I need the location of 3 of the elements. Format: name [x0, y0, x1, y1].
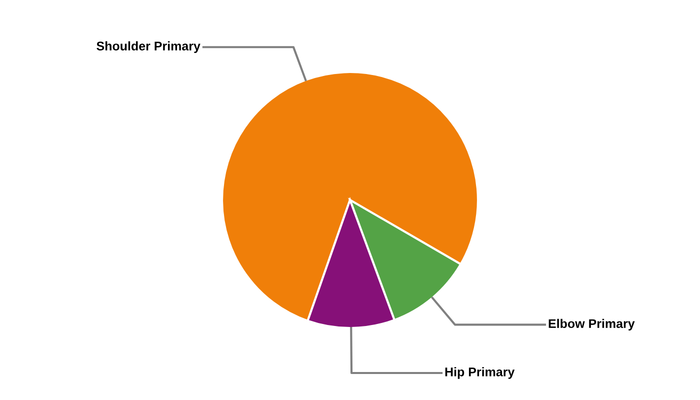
- slice-label: Elbow Primary: [548, 318, 635, 331]
- slice-label: Hip Primary: [445, 367, 515, 379]
- slice-label: Shoulder Primary: [96, 41, 200, 53]
